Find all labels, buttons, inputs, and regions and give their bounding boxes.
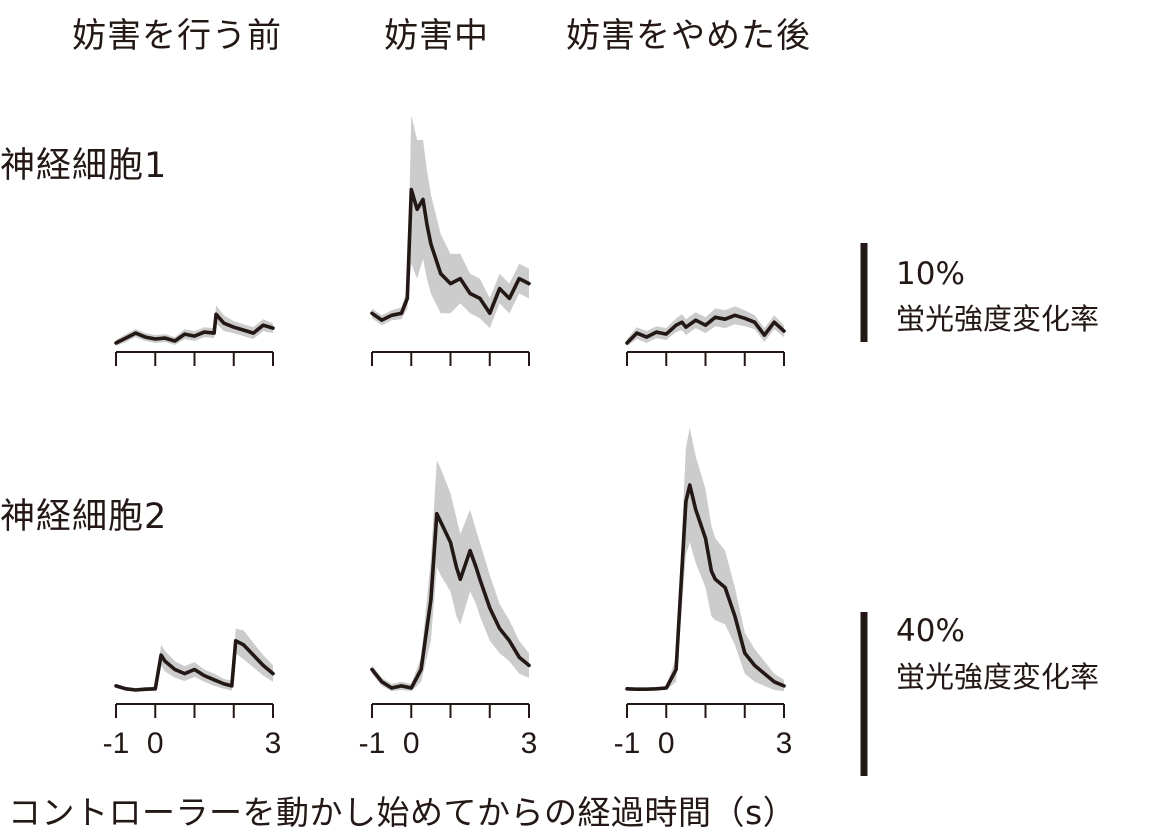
error-band-panel-2 [372, 115, 529, 329]
scale-bar-2-value: 40% [896, 613, 965, 649]
error-band-panel-6 [627, 427, 784, 692]
column-title-after: 妨害をやめた後 [566, 16, 811, 56]
mean-trace-panel-1 [114, 312, 275, 345]
column-title-before: 妨害を行う前 [72, 16, 282, 56]
x-tick-label: 0 [147, 727, 164, 760]
error-band-panel-5 [372, 460, 529, 692]
mean-trace-panel-4 [114, 638, 275, 692]
scale-bar-1-label: 蛍光強度変化率 [896, 302, 1100, 336]
x-tick-label: 0 [658, 727, 675, 760]
error-band-panel-4 [116, 628, 273, 692]
column-title-during: 妨害中 [384, 16, 489, 56]
x-tick-label: -1 [614, 727, 641, 760]
row-title-neuron-2: 神経細胞2 [0, 497, 168, 537]
error-band-panel-1 [116, 305, 273, 346]
mean-trace-panel-6 [625, 483, 786, 692]
scale-bar-1-value: 10% [896, 256, 965, 292]
x-tick-label: 0 [403, 727, 420, 760]
x-tick-label: -1 [103, 727, 130, 760]
scale-bar-2-label: 蛍光強度変化率 [896, 660, 1100, 694]
x-tick-label: -1 [359, 727, 386, 760]
x-tick-label: 3 [776, 727, 793, 760]
mean-trace-panel-5 [370, 511, 531, 690]
x-axis-title: コントローラーを動かし始めてからの経過時間（s） [8, 793, 797, 832]
mean-trace-panel-3 [625, 313, 786, 345]
x-tick-label: 3 [265, 727, 282, 760]
row-title-neuron-1: 神経細胞1 [0, 146, 168, 186]
x-tick-label: 3 [521, 727, 538, 760]
mean-trace-panel-2 [370, 187, 531, 323]
